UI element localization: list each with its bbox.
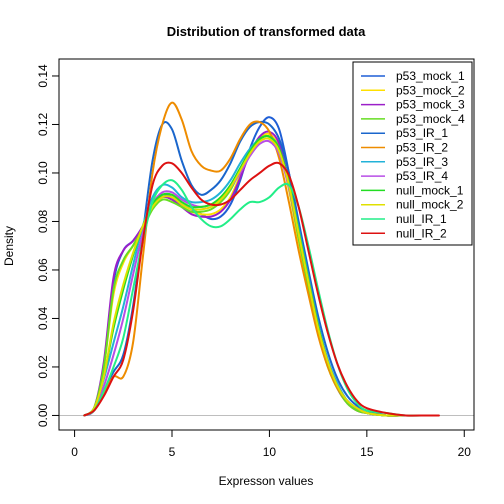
x-tick-label: 15 (360, 445, 374, 459)
legend-label-p53_mock_3: p53_mock_3 (396, 98, 465, 112)
legend-label-p53_IR_2: p53_IR_2 (396, 141, 448, 155)
legend-label-null_mock_1: null_mock_1 (396, 183, 464, 197)
legend-label-null_mock_2: null_mock_2 (396, 198, 464, 212)
x-axis-label: Expresson values (219, 474, 314, 488)
x-tick-label: 20 (458, 445, 472, 459)
legend-box (352, 61, 473, 246)
y-tick-label: 0.04 (36, 306, 50, 330)
legend-label-p53_IR_1: p53_IR_1 (396, 126, 448, 140)
x-tick-label: 5 (169, 445, 176, 459)
series-line-null_IR_2 (83, 161, 440, 417)
chart-title: Distribution of transformed data (167, 24, 366, 39)
y-tick-label: 0.00 (36, 403, 50, 427)
legend-label-p53_IR_4: p53_IR_4 (396, 169, 448, 183)
x-axis: 0 5 10 15 20 (71, 429, 472, 459)
y-axis-label: Density (2, 226, 16, 266)
y-tick-label: 0.12 (36, 112, 50, 136)
series-layer (83, 101, 440, 417)
legend-label-p53_IR_3: p53_IR_3 (396, 155, 448, 169)
legend-label-p53_mock_4: p53_mock_4 (396, 112, 465, 126)
y-axis: 0.00 0.02 0.04 0.06 0.08 0.10 0.12 0.14 (36, 64, 60, 427)
legend-label-null_IR_1: null_IR_1 (396, 212, 447, 226)
legend: p53_mock_1p53_mock_2p53_mock_3p53_mock_4… (352, 61, 473, 246)
legend-label-null_IR_2: null_IR_2 (396, 226, 447, 240)
x-tick-label: 0 (71, 445, 78, 459)
y-tick-label: 0.14 (36, 64, 50, 88)
y-tick-label: 0.02 (36, 355, 50, 379)
y-tick-label: 0.06 (36, 258, 50, 282)
x-tick-label: 10 (263, 445, 277, 459)
legend-label-p53_mock_1: p53_mock_1 (396, 69, 465, 83)
series-line-null_mock_2 (83, 137, 427, 417)
y-tick-label: 0.08 (36, 209, 50, 233)
y-tick-label: 0.10 (36, 161, 50, 185)
legend-label-p53_mock_2: p53_mock_2 (396, 83, 465, 97)
